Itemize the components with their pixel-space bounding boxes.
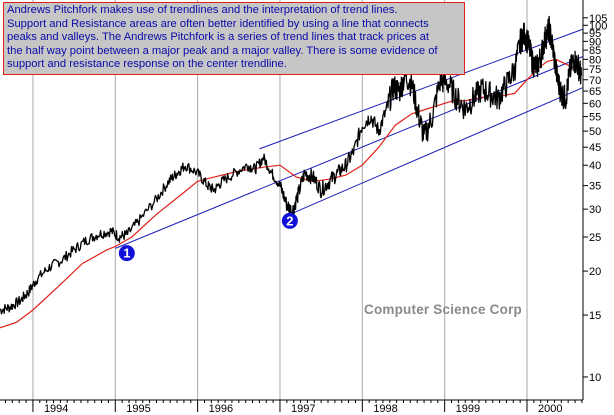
- chart-watermark: Computer Science Corp: [364, 302, 522, 317]
- y-tick-label: 55: [589, 112, 601, 124]
- annotation-line: Andrews Pitchfork makes use of trendline…: [7, 4, 398, 16]
- annotation-line: support and resistance response on the c…: [7, 58, 287, 71]
- price-series-line: [0, 15, 583, 315]
- x-tick-label: 1998: [373, 403, 397, 415]
- y-tick-label: 35: [589, 181, 601, 193]
- pivot-marker-circle: [281, 212, 298, 229]
- y-tick-label: 25: [589, 232, 601, 244]
- y-tick-label: 70: [589, 75, 601, 87]
- y-tick-label: 95: [589, 28, 601, 40]
- pivot-marker-label: 2: [286, 213, 293, 228]
- y-tick-label: 60: [589, 98, 601, 110]
- x-tick-label: 1995: [126, 403, 150, 415]
- y-tick-label: 105: [589, 13, 607, 25]
- y-tick-label: 20: [589, 266, 601, 278]
- y-tick-label: 65: [589, 86, 601, 98]
- y-tick-label: 15: [589, 310, 601, 322]
- y-tick-label: 90: [589, 36, 601, 48]
- y-tick-label: 100: [589, 20, 607, 32]
- y-tick-label: 80: [589, 54, 601, 66]
- y-tick-label: 50: [589, 126, 601, 138]
- annotation-line: Support and Resistance areas are often b…: [7, 17, 429, 30]
- x-tick-label: 1999: [456, 403, 480, 415]
- pivot-marker-circle: [118, 245, 135, 262]
- x-tick-label: 2000: [538, 403, 562, 415]
- x-tick-label: 1994: [44, 403, 68, 415]
- pivot-marker-label: 1: [123, 246, 130, 261]
- x-tick-label: 1997: [291, 403, 315, 415]
- series-lines: [0, 15, 584, 329]
- pitchfork-lower-line: [292, 87, 584, 214]
- y-tick-label: 10: [589, 372, 601, 384]
- y-tick-label: 45: [589, 142, 601, 154]
- y-tick-label: 75: [589, 64, 601, 76]
- y-tick-label: 40: [589, 160, 601, 172]
- x-tick-label: 1996: [209, 403, 233, 415]
- y-tick-label: 30: [589, 204, 601, 216]
- annotation-line: the half way point between a major peak …: [7, 44, 438, 57]
- annotation-line: peaks and valleys. The Andrews Pitchfork…: [7, 31, 430, 44]
- annotation-box: Andrews Pitchfork makes use of trendline…: [3, 2, 465, 75]
- y-tick-label: 85: [589, 45, 601, 57]
